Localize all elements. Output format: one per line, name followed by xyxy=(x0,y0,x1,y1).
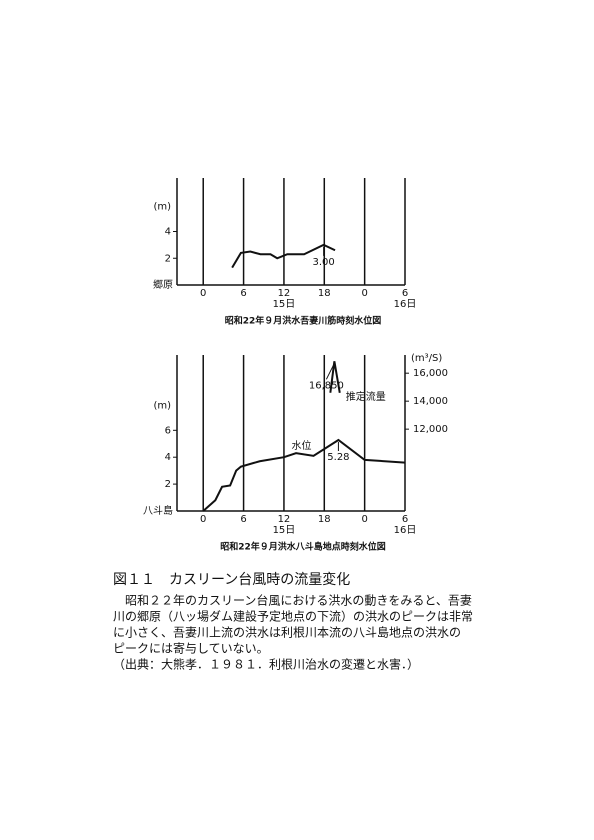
x-tick-label: 6 xyxy=(402,288,408,299)
figure-title: 図１１ カスリーン台風時の流量変化 xyxy=(113,571,350,588)
y2-tick-label: 14,000 xyxy=(413,396,448,407)
chart-caption: 昭和22年９月洪水八斗島地点時刻水位図 xyxy=(220,541,386,553)
series-line xyxy=(202,438,406,512)
body-line: に小さく、吾妻川上流の洪水は利根川本流の八斗島地点の洪水の xyxy=(113,625,461,640)
x-tick-label: 12 xyxy=(278,288,291,299)
series-line xyxy=(231,243,336,269)
y-tick-label: 2 xyxy=(165,253,171,264)
series-name: 水位 xyxy=(292,439,312,452)
body-line: （出典：大熊孝．１９８１．利根川治水の変遷と水害．） xyxy=(113,657,419,672)
value-label: 16,850 xyxy=(309,380,344,391)
x-tick-label: 6 xyxy=(240,514,246,525)
series-line xyxy=(329,361,341,393)
day-label: 16日 xyxy=(394,525,417,536)
label-arrow xyxy=(325,363,335,380)
y-tick-label: 4 xyxy=(165,452,171,463)
x-tick-label: 0 xyxy=(361,288,367,299)
body-line: 昭和２２年のカスリーン台風における洪水の動きをみると、吾妻 xyxy=(125,593,472,608)
x-tick-label: 18 xyxy=(318,288,331,299)
x-tick-label: 6 xyxy=(240,288,246,299)
y-axis-label: (m) xyxy=(153,202,171,213)
day-label: 15日 xyxy=(273,525,296,536)
y2-tick-label: 16,000 xyxy=(413,368,448,379)
y-tick-label: 6 xyxy=(165,425,171,436)
y-tick-label: 4 xyxy=(165,227,171,238)
day-label: 16日 xyxy=(394,299,417,310)
series-name: 推定流量 xyxy=(346,390,386,403)
chart-caption: 昭和22年９月洪水吾妻川筋時刻水位図 xyxy=(225,315,382,327)
x-tick-label: 12 xyxy=(278,514,291,525)
x-tick-label: 0 xyxy=(200,514,206,525)
body-line: ピークには寄与していない。 xyxy=(113,641,269,656)
value-label: 3.00 xyxy=(312,257,334,268)
y-axis-label: (m) xyxy=(153,400,171,411)
y2-axis-label: (m³/S) xyxy=(411,353,442,364)
x-tick-label: 18 xyxy=(318,514,331,525)
body-line: 川の郷原（八ッ場ダム建設予定地点の下流）の洪水のピークは非常 xyxy=(113,609,473,624)
x-tick-label: 6 xyxy=(402,514,408,525)
day-label: 15日 xyxy=(273,299,296,310)
y2-tick-label: 12,000 xyxy=(413,424,448,435)
value-label: 5.28 xyxy=(327,452,349,463)
station-label: 八斗島 xyxy=(143,504,173,517)
y-tick-label: 2 xyxy=(165,479,171,490)
x-tick-label: 0 xyxy=(361,514,367,525)
x-tick-label: 0 xyxy=(200,288,206,299)
station-label: 郷原 xyxy=(153,279,173,291)
